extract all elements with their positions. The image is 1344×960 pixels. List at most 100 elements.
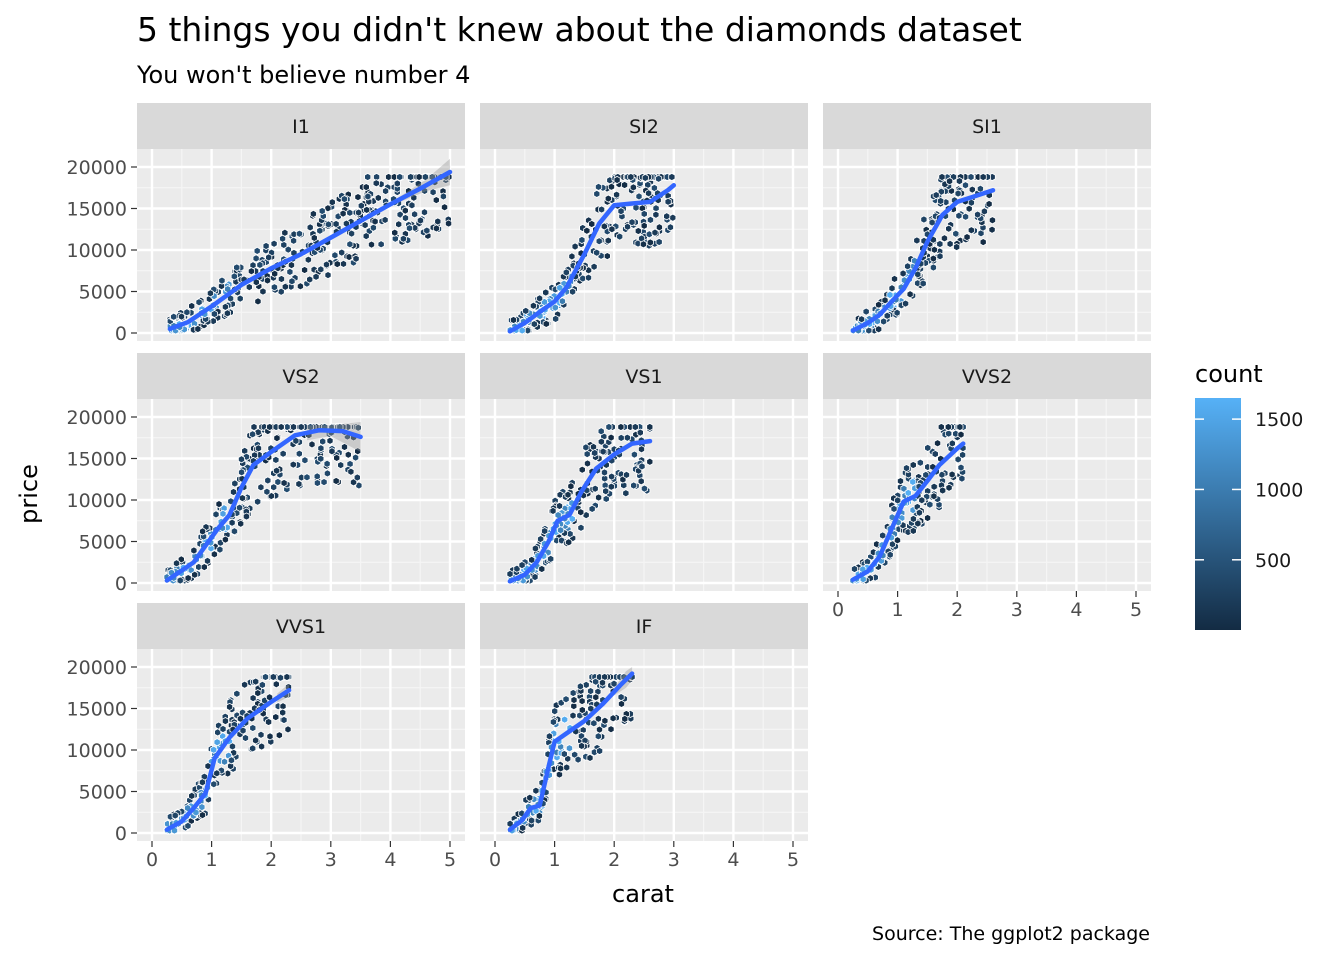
hex-cell [564,490,572,499]
hex-cell [213,769,221,778]
smooth-line [850,441,966,582]
hex-cell [262,241,270,251]
hex-cell [577,508,585,517]
hex-cell [210,745,218,754]
hex-cell [906,290,914,299]
hex-cell [270,283,279,292]
hex-cell [221,717,229,726]
hex-cell [295,229,303,238]
hex-cell [199,527,207,536]
hex-cell [555,770,563,779]
hexbin-cells [849,172,996,335]
hex-cell [600,222,608,231]
hex-cell [257,730,265,739]
hex-cell [367,240,376,249]
hex-cell [617,207,625,216]
hex-cell [229,487,238,497]
hex-cell [613,190,621,199]
hex-cell [640,221,648,230]
hex-cell [333,453,341,462]
hex-cell [532,786,540,795]
hex-cell [252,677,260,686]
hex-cell [637,477,645,486]
hex-cell [578,697,586,706]
hex-cell [909,526,917,535]
hex-cell [569,688,577,698]
hex-cell [328,198,336,207]
hex-cell [280,478,288,488]
hex-cell [962,212,970,221]
hex-cell [607,182,615,191]
hex-cell [423,226,431,235]
hex-cell [608,472,616,481]
facet-panel-si1: SI1 [823,103,1151,341]
hex-cell [862,307,870,316]
hex-cell [632,203,640,212]
hex-cell [930,492,938,501]
hex-cell [506,569,514,579]
hex-cell [585,273,592,282]
facet-panel-vvs2: VVS2 0 1 2 3 4 5 [823,353,1151,621]
hex-cell [252,736,260,745]
hex-cell [954,189,962,198]
hex-cell [326,436,334,445]
hex-cell [962,181,969,190]
x-tick-label: 2 [265,849,277,871]
hex-cell [945,224,953,233]
hex-cell [903,464,910,473]
hex-cell [963,233,971,242]
hex-cell [347,229,356,238]
hex-cell [535,811,543,820]
hex-cell [902,299,910,308]
hex-cell [909,514,917,523]
x-axis-label: carat [612,880,674,908]
hex-cell [595,182,603,191]
hex-cell [584,459,591,468]
hex-cell [894,496,902,505]
hex-cell [415,172,423,182]
hex-cell [440,203,449,212]
hex-cell [875,300,883,309]
hex-cell [313,478,321,488]
hex-cell [245,283,253,292]
hex-cell [371,217,379,226]
hex-cell [645,230,653,239]
hex-cell [655,174,663,183]
smooth-line [507,438,653,584]
hex-cell [263,276,272,285]
hex-cell [331,251,339,260]
hex-cell [888,284,896,293]
hex-cell [176,576,184,585]
hex-cell [317,454,325,463]
hex-cell [323,459,331,468]
hex-cell [364,192,372,201]
hex-cell [952,229,960,238]
hex-cell [937,422,945,432]
hex-cell [666,223,674,232]
hex-cell [920,215,928,224]
hex-cell [630,481,638,490]
hex-cell [640,484,648,493]
hex-cell [932,191,940,200]
hex-cell [233,689,241,698]
hex-cell [184,574,192,583]
hex-cell [549,717,557,727]
facet-panel-si2: SI2 [480,103,808,341]
hex-cell [207,544,215,553]
x-tick-label: 3 [1011,599,1023,621]
hex-cell [391,234,399,243]
hex-cell [605,422,613,432]
hex-cell [324,204,332,213]
facet-strip [137,103,465,149]
hex-cell [277,422,285,432]
hex-cell [586,753,594,762]
hex-cell [237,519,245,528]
hex-cell [549,506,557,515]
hex-cell [668,172,676,182]
hex-cell [377,240,385,249]
hex-cell [198,778,206,787]
hex-cell [636,428,644,437]
hex-cell [346,208,354,217]
hex-cell [568,252,576,261]
smooth-line [507,671,635,832]
